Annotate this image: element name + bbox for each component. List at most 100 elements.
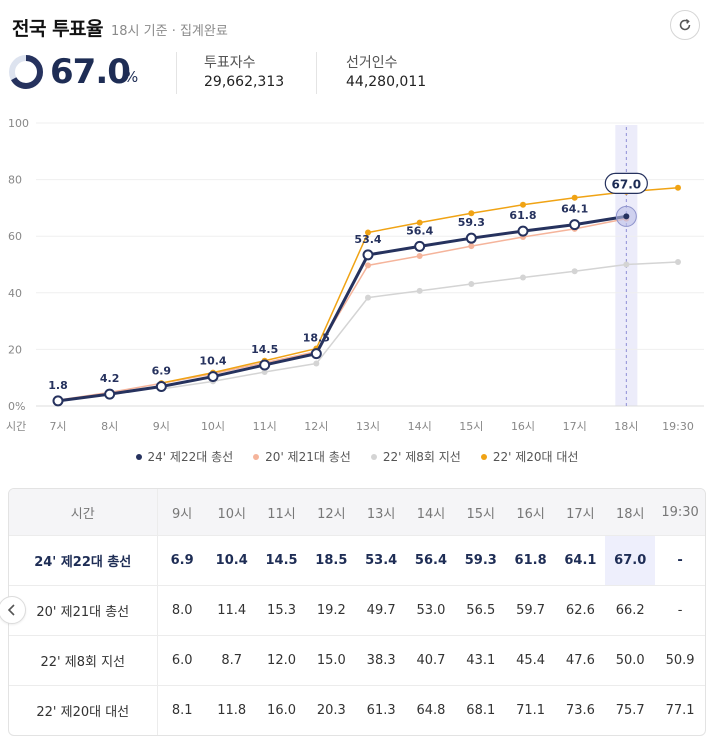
table-cell: 40.7 [406,635,456,686]
data-point [623,261,630,268]
table-cell: 67.0 [605,535,656,586]
value-label: 10.4 [199,355,226,368]
table-cell: 73.6 [555,685,606,735]
table-cell: 47.6 [555,635,606,686]
row-label: 22' 제20대 대선 [9,685,158,735]
table-cell: 38.3 [356,635,407,686]
row-label: 22' 제8회 지선 [9,635,158,686]
value-label: 18.5 [303,332,330,345]
turnout-ring-fill [9,55,43,89]
table-cell: 45.4 [505,635,556,686]
table-header-cell: 16시 [505,489,556,536]
value-label: 61.8 [509,209,536,222]
table-cell: 64.1 [555,535,606,586]
table-header-cell: 9시 [157,489,207,536]
legend-item: 22' 제8회 지선 [370,448,461,465]
y-tick-label: 20 [8,343,22,356]
table-row: 20' 제21대 총선 8.0 11.4 15.3 19.2 49.7 53.0 56.5 59… [9,585,705,636]
turnout-summary: 67.0 % 투표자수 29,662,313 선거인수 44,280,011 [8,52,448,96]
data-point [416,287,423,294]
table-header-cell: 13시 [356,489,407,536]
table-cell: 50.0 [605,635,656,686]
scroll-left-button[interactable] [0,596,26,624]
x-tick-label: 14시 [408,420,432,433]
table-cell: 49.7 [356,585,407,636]
legend-label: 24' 제22대 총선 [147,450,234,464]
table-cell: 59.3 [455,535,506,586]
x-tick-label: 18시 [614,420,638,433]
table-header-label: 시간 [9,489,158,536]
data-point [365,262,371,269]
data-point [520,201,526,208]
table-row: 24' 제22대 총선 6.9 10.4 14.5 18.5 53.4 56.4 59.3 61… [9,535,705,586]
summary-divider [176,52,177,94]
table-header-cell: 18시 [605,489,656,536]
table-cell: 53.0 [406,585,456,636]
row-label: 20' 제21대 총선 [9,585,158,636]
legend-dot [253,453,260,460]
x-tick-label: 17시 [563,420,587,433]
x-tick-label: 15시 [459,420,483,433]
table-cell: 50.9 [655,635,705,686]
data-point [675,258,681,265]
value-label: 6.9 [152,364,172,377]
table-cell: 6.0 [157,635,207,686]
table-header-cell: 14시 [406,489,456,536]
table-cell: 10.4 [206,535,257,586]
legend-dot [480,453,487,460]
table-row: 22' 제8회 지선 6.0 8.7 12.0 15.0 38.3 40.7 43.1 45.4… [9,635,705,686]
refresh-button[interactable] [670,10,700,40]
data-point [675,184,681,191]
data-point [623,213,630,220]
header: 전국 투표율 18시 기준 · 집계완료 [12,14,228,41]
table-cell: 19.2 [306,585,357,636]
table-header-cell: 15시 [455,489,506,536]
electors-label: 선거인수 [346,55,398,71]
x-tick-label: 8시 [101,420,118,433]
table-cell: 8.0 [157,585,207,636]
x-tick-label: 12시 [304,420,328,433]
data-point [520,274,526,281]
data-point [52,395,64,407]
voters-value: 29,662,313 [204,74,285,90]
data-point [465,232,477,244]
data-point [569,219,581,231]
x-tick-label: 7시 [49,420,66,433]
legend-item: 24' 제22대 총선 [135,448,234,465]
legend-dot [370,453,377,460]
x-tick-label: 13시 [356,420,380,433]
table-header-cell: 12시 [306,489,357,536]
table-cell: 64.8 [406,685,456,735]
table-cell: 18.5 [306,535,357,586]
value-label-box [604,172,648,194]
table-cell: 77.1 [655,685,705,735]
data-point [365,229,371,236]
y-tick-label: 40 [8,287,22,300]
table-cell: 53.4 [356,535,407,586]
value-label: 53.4 [354,233,381,246]
table-cell: 43.1 [455,635,506,686]
table-header-cell: 19:30 [655,489,705,536]
table-cell: 20.3 [306,685,357,735]
table-cell: 59.7 [505,585,556,636]
y-tick-label: 100 [8,117,29,130]
data-point [261,369,268,376]
turnout-line-chart: 0% 20 40 60 80 100 시간 7시 8시 9시 10시 11시 12시 13시 14시 15시 1… [6,117,704,433]
turnout-ring [9,55,43,89]
table-cell: 61.3 [356,685,407,735]
table-cell: 6.9 [157,535,207,586]
data-point [155,380,167,392]
x-tick-label: 11시 [253,420,277,433]
value-label: 4.2 [100,372,120,385]
y-tick-label: 80 [8,174,22,187]
value-label: 14.5 [251,343,278,356]
data-point [468,243,475,250]
table-header-cell: 10시 [206,489,257,536]
summary-divider [316,52,317,94]
voters-label: 투표자수 [204,55,256,71]
value-label: 67.0 [612,177,642,191]
legend-item: 20' 제21대 총선 [253,448,351,465]
value-label: 59.3 [458,216,485,229]
table-cell: - [655,535,705,586]
data-point [207,371,219,383]
